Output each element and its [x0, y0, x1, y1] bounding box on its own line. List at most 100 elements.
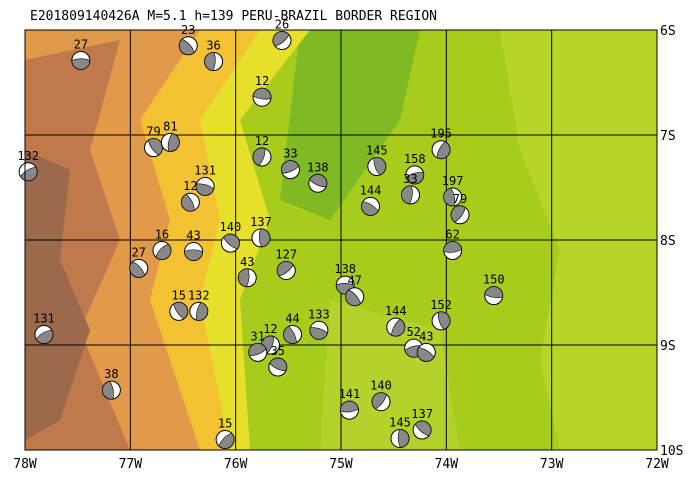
depth-label: 27: [132, 245, 146, 259]
beachball-quadrant: [443, 241, 462, 253]
beachball-quadrant: [401, 185, 413, 205]
beachball: [195, 176, 215, 196]
depth-label: 131: [194, 163, 216, 177]
beachball-quadrant: [102, 380, 114, 400]
beachball: [309, 320, 329, 340]
beachball-quadrant: [258, 228, 271, 248]
beachball: [204, 52, 224, 71]
beachball: [308, 173, 328, 193]
depth-label: 43: [240, 255, 254, 269]
beachball: [215, 430, 235, 449]
beachball: [101, 380, 121, 400]
beachball-quadrant: [371, 392, 387, 410]
beachball-quadrant: [173, 302, 188, 320]
beachball: [252, 87, 272, 107]
beachball-quadrant: [223, 233, 240, 250]
depth-label: 15: [172, 288, 186, 302]
beachball-quadrant: [71, 58, 91, 70]
depth-label: 150: [483, 273, 505, 287]
beachball: [367, 157, 387, 176]
beachball-quadrant: [443, 187, 456, 207]
lon-tick-label: 74W: [435, 457, 459, 472]
depth-label: 140: [370, 379, 392, 393]
beachball: [416, 342, 436, 362]
depth-label: 62: [445, 228, 459, 242]
beachball: [443, 187, 463, 207]
beachball: [248, 342, 268, 362]
beachball: [34, 325, 54, 344]
depth-label: 81: [163, 119, 177, 133]
lat-tick-label: 9S: [660, 339, 676, 354]
beachball-quadrant: [373, 157, 387, 176]
beachball-quadrant: [129, 261, 146, 278]
beachball: [152, 241, 172, 260]
beachball: [189, 301, 209, 321]
depth-label: 133: [308, 307, 330, 321]
beachball-quadrant: [35, 329, 54, 344]
depth-label: 145: [389, 415, 411, 429]
beachball-quadrant: [309, 174, 328, 188]
beachball-quadrant: [414, 420, 432, 437]
depth-label: 12: [183, 179, 197, 193]
depth-label: 38: [104, 367, 118, 381]
beachball-quadrant: [181, 193, 195, 212]
depth-label: 132: [17, 149, 39, 163]
lat-tick-label: 10S: [660, 444, 683, 459]
depth-label: 197: [442, 174, 464, 188]
depth-label: 33: [403, 172, 417, 186]
beachball-quadrant: [340, 400, 359, 413]
depth-label: 27: [74, 37, 88, 51]
lon-tick-label: 75W: [329, 457, 353, 472]
beachball: [251, 228, 271, 248]
frame: [24, 29, 658, 451]
depth-label: 138: [334, 262, 356, 276]
beachball-quadrant: [184, 249, 203, 261]
depth-label: 195: [430, 127, 452, 141]
beachball: [237, 268, 257, 288]
beachball: [160, 132, 180, 152]
beachball: [360, 196, 380, 216]
beachball: [129, 258, 149, 278]
beachball-quadrant: [218, 432, 235, 449]
beachball: [412, 420, 432, 440]
beachball: [144, 138, 164, 158]
beachball-quadrant: [391, 318, 406, 337]
depth-label: 79: [146, 125, 160, 139]
map-title: E201809140426A M=5.1 h=139 PERU-BRAZIL B…: [30, 9, 437, 24]
lon-tick-label: 76W: [224, 457, 248, 472]
depth-label: 47: [347, 274, 361, 288]
beachball: [280, 160, 300, 180]
beachball: [276, 260, 296, 280]
depth-label: 26: [275, 18, 289, 32]
beachball: [431, 311, 451, 331]
depth-label: 44: [285, 312, 299, 326]
beachball: [450, 205, 470, 225]
depth-label: 132: [188, 288, 210, 302]
beachball: [272, 31, 292, 50]
beachball: [178, 36, 198, 56]
beachball-quadrant: [277, 261, 294, 277]
beachball: [180, 192, 200, 212]
depth-label: 43: [419, 329, 433, 343]
beachball-quadrant: [248, 343, 267, 357]
beachball: [268, 357, 288, 377]
beachball-quadrant: [397, 429, 410, 448]
depth-label: 15: [218, 417, 232, 431]
depth-label: 144: [360, 183, 382, 197]
depth-label: 152: [430, 298, 452, 312]
beachball: [386, 317, 406, 337]
depth-label: 31: [251, 329, 265, 343]
beachball: [401, 185, 421, 205]
beachball-quadrant: [204, 52, 216, 71]
depth-label: 141: [339, 387, 361, 401]
beachball-quadrant: [272, 31, 290, 47]
beachball: [390, 428, 410, 448]
beachball: [345, 287, 365, 307]
beachball-quadrant: [252, 147, 266, 166]
beachball-quadrant: [361, 201, 379, 216]
depth-label: 79: [453, 192, 467, 206]
beachball-quadrant: [196, 302, 209, 321]
depth-label: 16: [155, 228, 169, 242]
beachball: [371, 392, 391, 412]
